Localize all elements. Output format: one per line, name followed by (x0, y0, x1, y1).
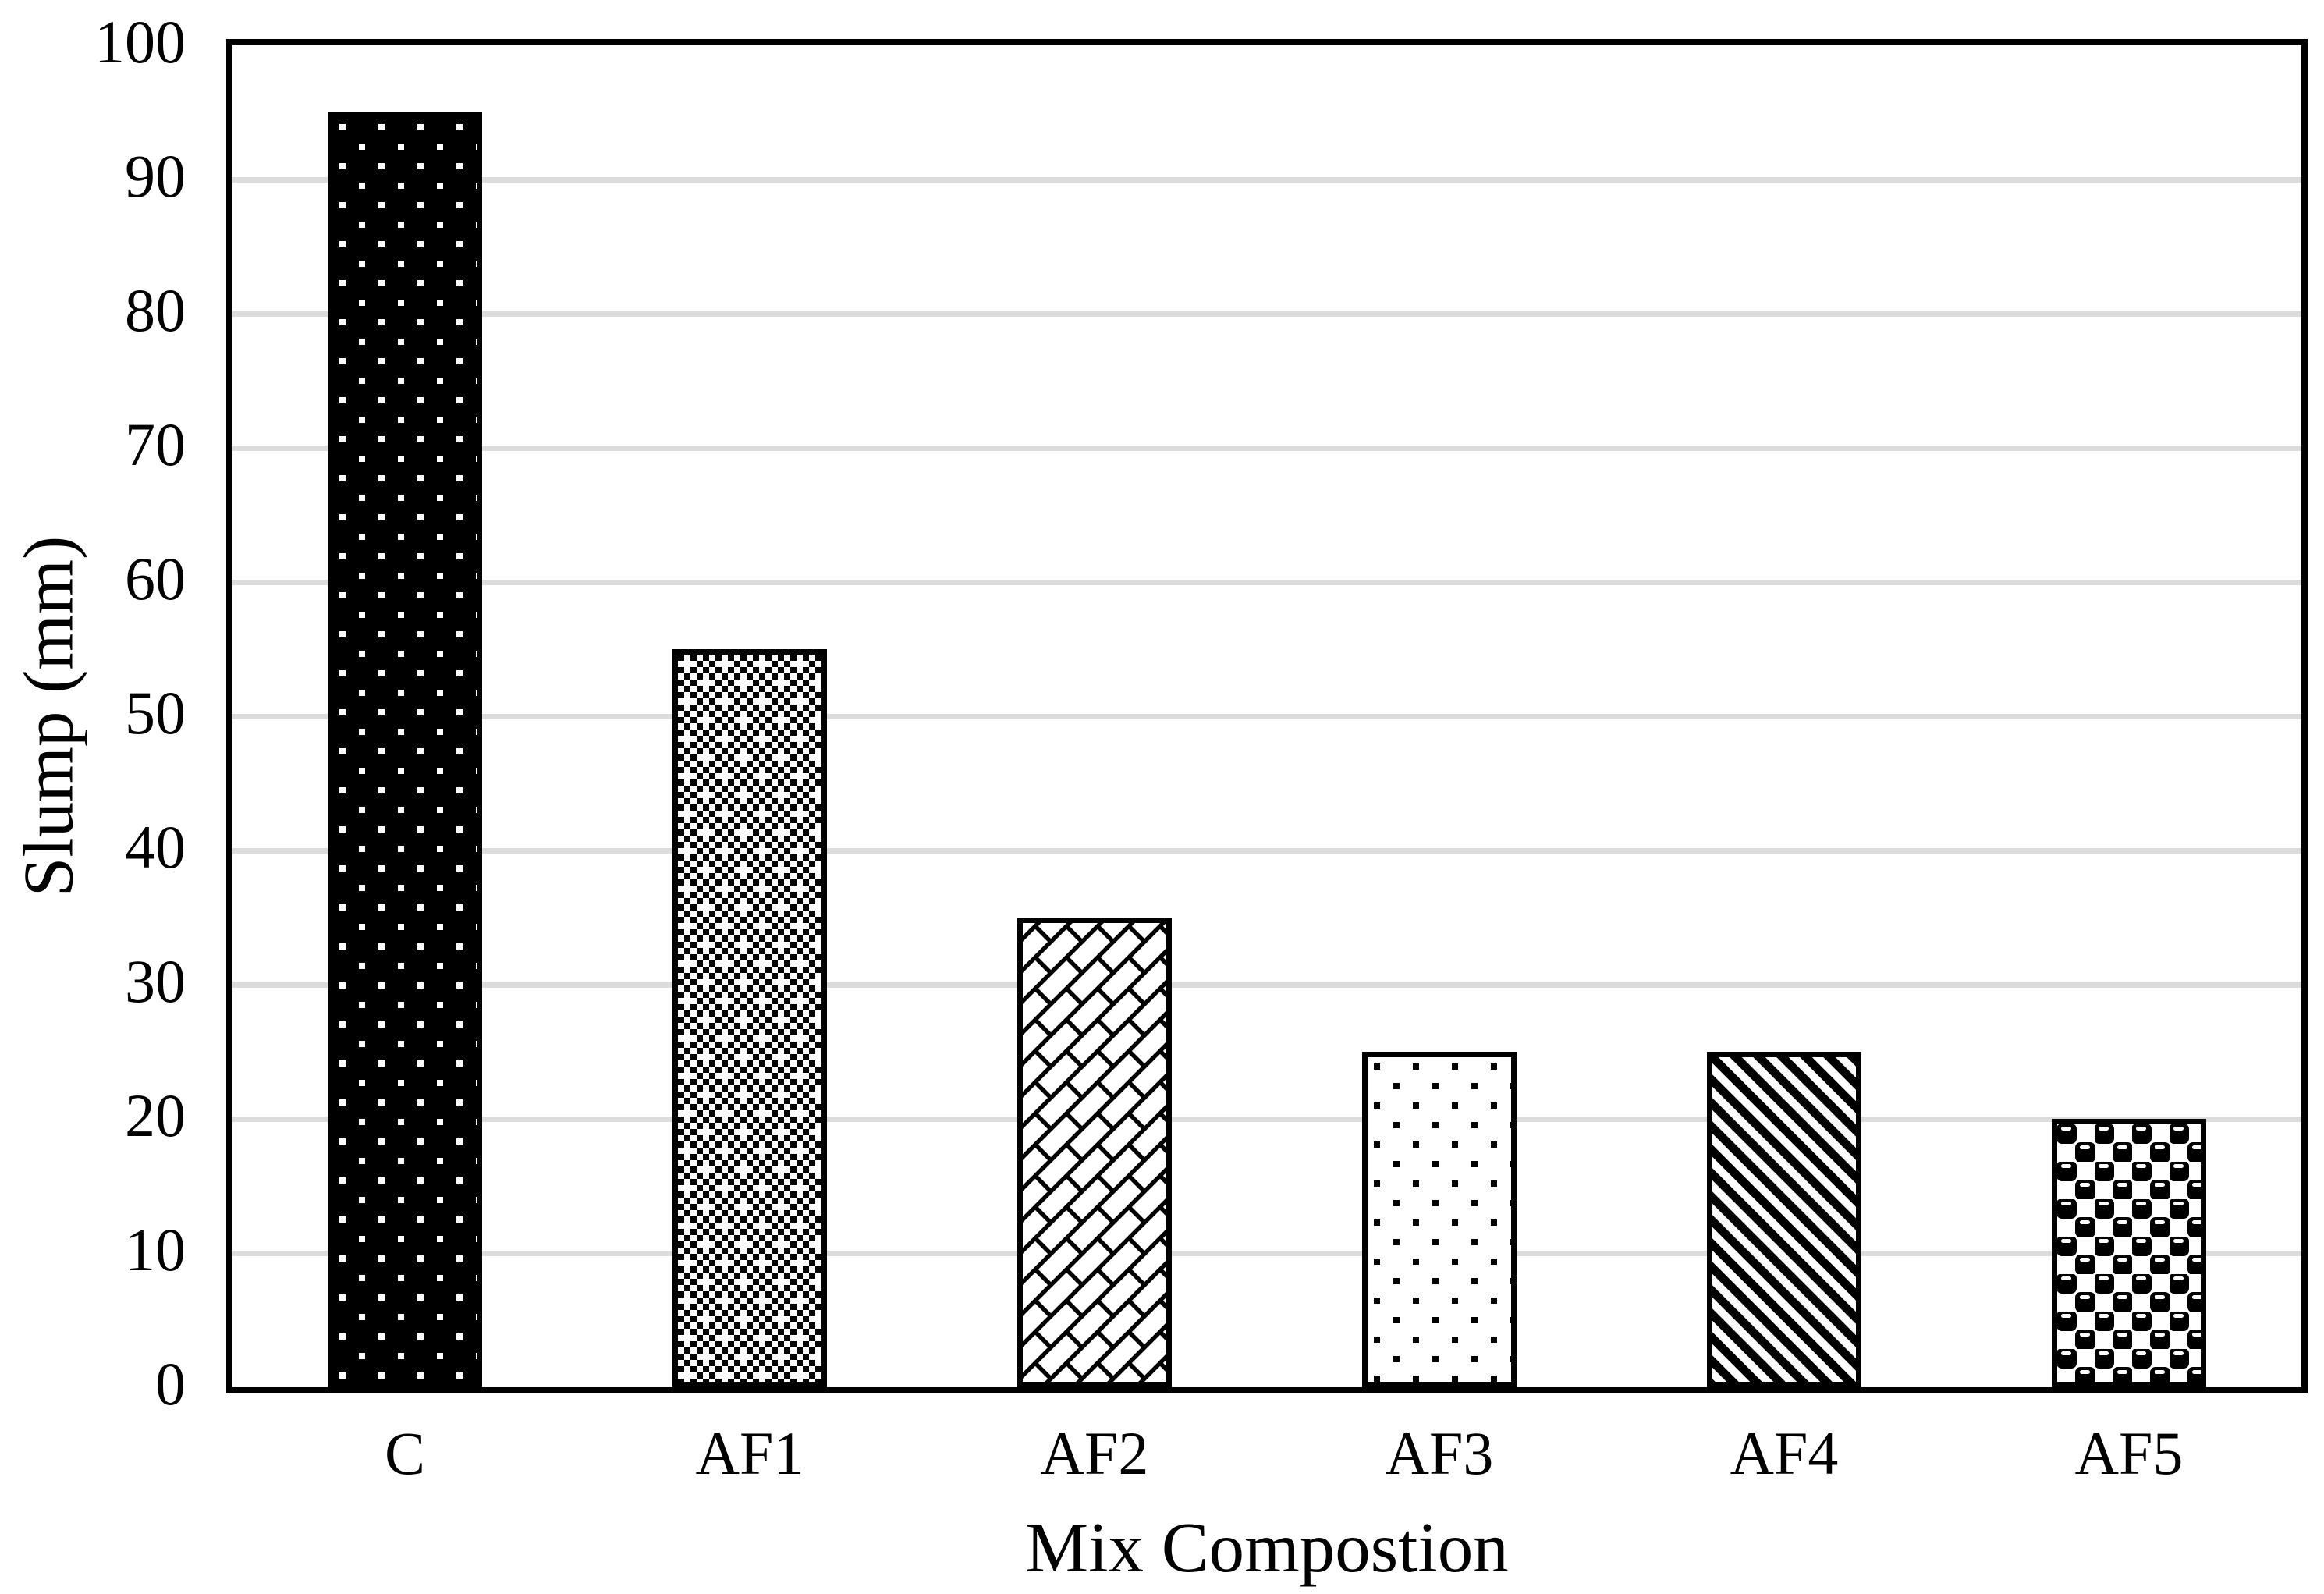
bar-pattern-fill (678, 655, 821, 1382)
y-tick-label-70: 70 (125, 410, 186, 479)
y-tick-label-40: 40 (125, 813, 186, 882)
bar-AF3[interactable] (1362, 1052, 1517, 1387)
y-tick-label-0: 0 (155, 1350, 186, 1418)
x-tick-label-C: C (384, 1419, 426, 1487)
bar-pattern-fill (1023, 923, 1166, 1382)
bar-AF2[interactable] (1017, 918, 1172, 1387)
y-tick-label-90: 90 (125, 142, 186, 211)
gridline-40 (232, 847, 2301, 854)
x-tick-label-AF3: AF3 (1385, 1419, 1494, 1487)
bar-pattern-fill (333, 118, 477, 1382)
y-tick-label-10: 10 (125, 1216, 186, 1284)
bars-layer (232, 45, 2301, 1387)
bar-AF4[interactable] (1707, 1052, 1861, 1387)
y-tick-label-60: 60 (125, 545, 186, 613)
gridline-20 (232, 1116, 2301, 1122)
y-tick-label-50: 50 (125, 679, 186, 747)
bar-C[interactable] (328, 112, 482, 1387)
gridline-30 (232, 982, 2301, 988)
bar-AF5[interactable] (2052, 1119, 2206, 1387)
bar-pattern-fill (1712, 1057, 1856, 1382)
plot-area (226, 39, 2308, 1393)
y-tick-label-20: 20 (125, 1081, 186, 1150)
gridline-80 (232, 311, 2301, 317)
bar-AF1[interactable] (672, 649, 827, 1387)
y-tick-label-80: 80 (125, 276, 186, 345)
gridline-50 (232, 713, 2301, 719)
y-tick-label-100: 100 (94, 8, 186, 76)
x-tick-label-AF5: AF5 (2074, 1419, 2184, 1487)
x-tick-label-AF4: AF4 (1730, 1419, 1839, 1487)
bar-pattern-fill (1368, 1057, 1511, 1382)
gridline-60 (232, 579, 2301, 585)
gridline-90 (232, 176, 2301, 183)
gridline-70 (232, 445, 2301, 451)
x-tick-label-AF1: AF1 (695, 1419, 804, 1487)
gridlines-layer (232, 45, 2301, 1387)
x-tick-label-AF2: AF2 (1040, 1419, 1149, 1487)
gridline-10 (232, 1250, 2301, 1256)
bar-pattern-fill (2057, 1124, 2201, 1382)
y-tick-label-30: 30 (125, 947, 186, 1016)
x-axis-title: Mix Compostion (1025, 1508, 1509, 1587)
